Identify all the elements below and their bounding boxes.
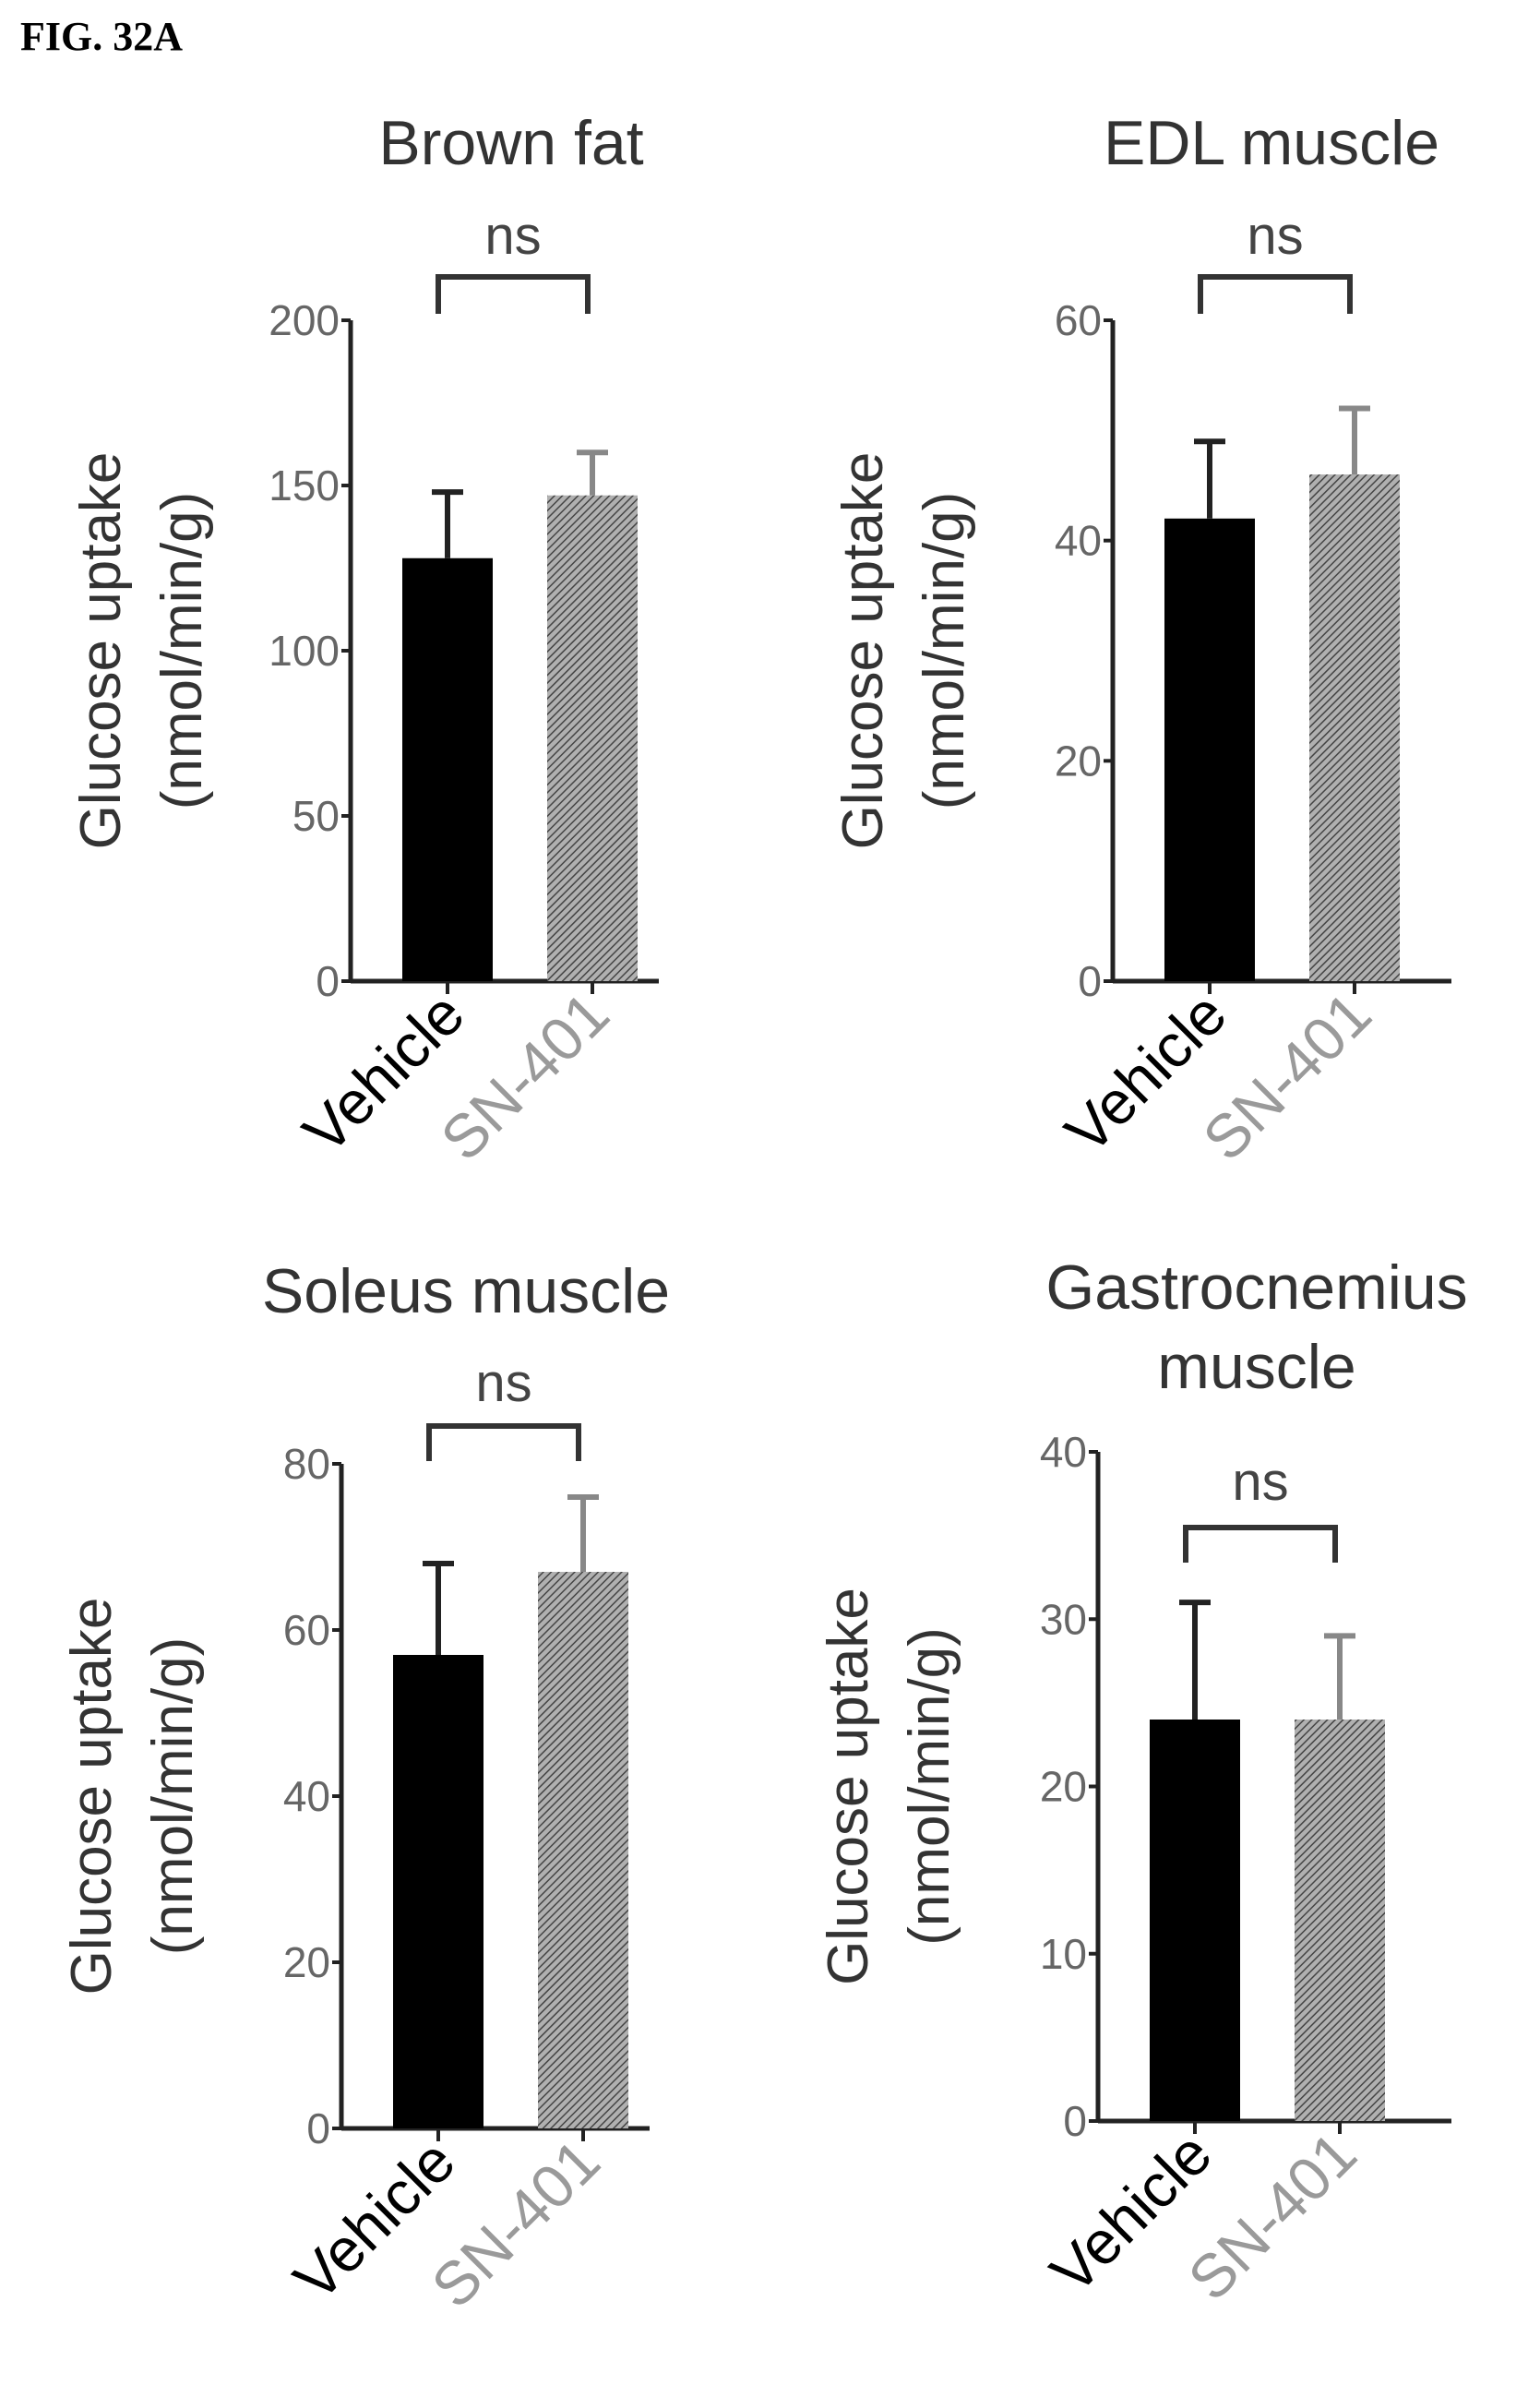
- bar-vehicle: [393, 1655, 483, 2128]
- bar-vehicle: [1164, 519, 1255, 981]
- significance-label: ns: [475, 1353, 531, 1413]
- y-tick-label: 30: [1040, 1595, 1087, 1643]
- bar-vehicle: [402, 558, 493, 981]
- y-tick-label: 0: [306, 2104, 330, 2152]
- significance-bracket: [429, 1426, 579, 1461]
- bar-sn401: [538, 1572, 628, 2128]
- bar-sn401: [1309, 474, 1400, 981]
- chart-1: EDL muscle Glucose uptake (nmol/min/g) 0 20 4…: [831, 108, 1451, 1173]
- y-axis-label: (nmol/min/g): [150, 492, 214, 810]
- significance-bracket: [1186, 1528, 1335, 1563]
- y-tick-label: 60: [1055, 296, 1102, 344]
- y-tick-label: 200: [269, 296, 340, 344]
- y-tick-label: 40: [1040, 1428, 1087, 1476]
- y-axis-label: (nmol/min/g): [898, 1627, 961, 1946]
- y-tick-label: 0: [1063, 2097, 1087, 2145]
- y-tick-label: 0: [1078, 957, 1102, 1005]
- chart-2: Soleus muscle Glucose uptake (nmol/min/g) 0…: [60, 1256, 670, 2320]
- bar-sn401: [547, 496, 638, 981]
- bar-sn401: [1295, 1720, 1385, 2121]
- y-axis-label: Glucose uptake: [817, 1588, 880, 1985]
- y-axis-label: (nmol/min/g): [141, 1637, 205, 1956]
- y-tick-label: 20: [1040, 1763, 1087, 1811]
- y-tick-label: 20: [1055, 737, 1102, 785]
- chart-3: Gastrocnemius muscle Glucose uptake (nmol/m…: [817, 1252, 1468, 2313]
- y-tick-label: 40: [1055, 517, 1102, 565]
- significance-bracket: [438, 277, 588, 314]
- y-tick-label: 80: [283, 1440, 330, 1488]
- bar-vehicle: [1150, 1720, 1240, 2121]
- y-tick-label: 60: [283, 1606, 330, 1654]
- y-axis-label: Glucose uptake: [69, 452, 133, 850]
- y-tick-label: 10: [1040, 1930, 1087, 1978]
- y-axis-label: (nmol/min/g): [913, 492, 976, 810]
- chart-title: muscle: [1157, 1332, 1355, 1402]
- y-tick-label: 50: [292, 792, 340, 840]
- chart-0: Brown fat Glucose uptake (nmol/min/g) 0 50 10…: [69, 108, 659, 1173]
- significance-bracket: [1200, 277, 1350, 314]
- chart-title: EDL muscle: [1104, 108, 1439, 178]
- significance-label: ns: [484, 206, 541, 266]
- chart-title: Gastrocnemius: [1045, 1252, 1467, 1323]
- figure-canvas: Brown fat Glucose uptake (nmol/min/g) 0 50 10…: [0, 0, 1540, 2385]
- y-tick-label: 150: [269, 461, 340, 509]
- y-axis-label: Glucose uptake: [60, 1598, 124, 1995]
- significance-label: ns: [1232, 1452, 1288, 1512]
- chart-title: Brown fat: [378, 108, 643, 178]
- chart-title: Soleus muscle: [262, 1256, 670, 1326]
- y-tick-label: 100: [269, 627, 340, 675]
- y-tick-label: 0: [316, 957, 340, 1005]
- y-tick-label: 40: [283, 1772, 330, 1820]
- y-tick-label: 20: [283, 1938, 330, 1986]
- significance-label: ns: [1247, 206, 1303, 266]
- y-axis-label: Glucose uptake: [831, 452, 895, 850]
